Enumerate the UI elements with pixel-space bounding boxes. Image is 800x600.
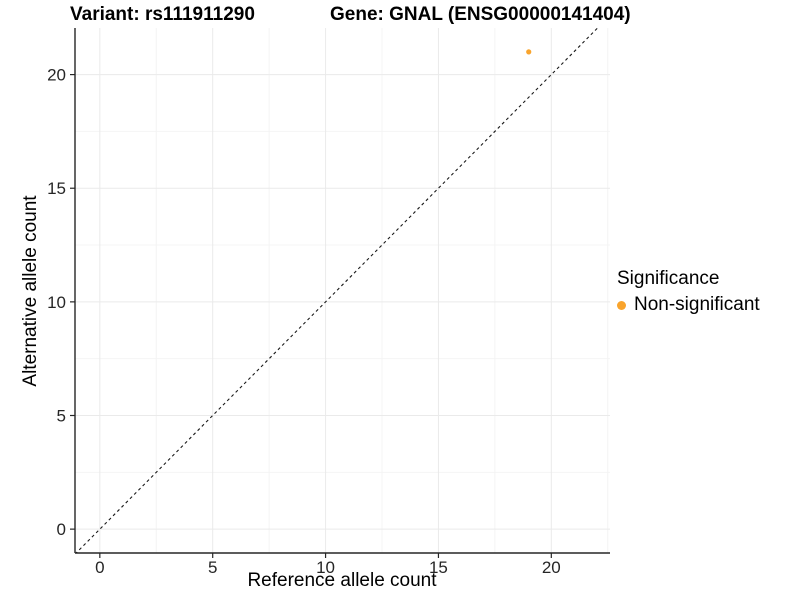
identity-reference-line <box>75 28 599 553</box>
legend-dot-icon <box>617 300 626 310</box>
x-tick-label: 10 <box>316 558 335 577</box>
legend: Significance Non-significant <box>617 268 760 316</box>
legend-title: Significance <box>617 268 720 289</box>
series-Non-significant <box>526 49 532 55</box>
data-point <box>526 49 532 55</box>
grid-minor <box>75 28 610 553</box>
grid-major <box>75 28 610 553</box>
x-tick-label: 5 <box>208 558 217 577</box>
y-tick-label: 0 <box>57 520 66 539</box>
plot-title-variant: Variant: rs111911290 <box>70 4 255 25</box>
plot-title-gene: Gene: GNAL (ENSG00000141404) <box>330 4 631 25</box>
y-axis-title: Alternative allele count <box>20 195 41 387</box>
legend-item-non-significant: Non-significant <box>617 294 760 316</box>
x-tick-label: 20 <box>542 558 561 577</box>
tick-marks <box>70 73 552 558</box>
x-axis-title: Reference allele count <box>247 570 437 591</box>
y-tick-label: 15 <box>47 179 66 198</box>
y-tick-label: 20 <box>47 66 66 85</box>
x-tick-label: 0 <box>95 558 104 577</box>
y-tick-label: 5 <box>57 407 66 426</box>
legend-item-label: Non-significant <box>634 294 760 315</box>
tick-labels: 0 5 10 15 20 0 5 10 15 20 <box>47 66 561 577</box>
axis-lines <box>74 28 610 554</box>
x-tick-label: 15 <box>429 558 448 577</box>
y-tick-label: 10 <box>47 293 66 312</box>
